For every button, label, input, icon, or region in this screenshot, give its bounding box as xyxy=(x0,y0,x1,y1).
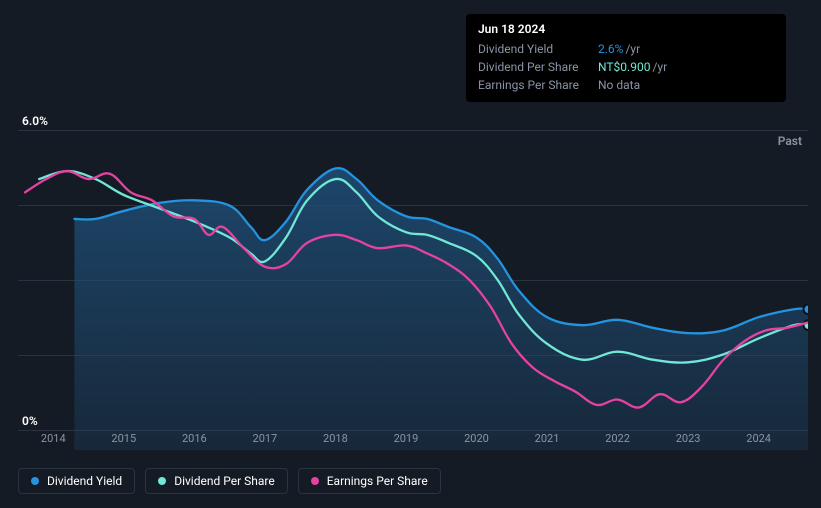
tooltip: Jun 18 2024Dividend Yield2.6%/yrDividend… xyxy=(466,14,786,102)
legend-dot xyxy=(31,477,39,485)
x-axis-tick: 2019 xyxy=(394,432,419,445)
x-axis-tick: 2017 xyxy=(253,432,278,445)
legend-dot xyxy=(311,477,319,485)
y-axis-tick: 0% xyxy=(22,414,38,428)
legend-item[interactable]: Earnings Per Share xyxy=(298,468,441,494)
chart-svg xyxy=(18,110,808,450)
legend-item[interactable]: Dividend Per Share xyxy=(145,468,288,494)
legend-label: Dividend Per Share xyxy=(174,474,275,488)
tooltip-label: Dividend Yield xyxy=(478,42,598,56)
x-axis-tick: 2015 xyxy=(111,432,136,445)
x-axis-tick: 2018 xyxy=(323,432,348,445)
area-fill xyxy=(74,168,808,450)
legend-label: Dividend Yield xyxy=(47,474,122,488)
x-axis-tick: 2021 xyxy=(535,432,560,445)
past-label: Past xyxy=(778,134,802,148)
tooltip-unit: /yr xyxy=(652,60,667,74)
tooltip-row: Earnings Per ShareNo data xyxy=(478,76,774,94)
x-axis-tick: 2020 xyxy=(464,432,489,445)
x-axis-tick: 2024 xyxy=(746,432,771,445)
chart-area: 6.0% 0% Past xyxy=(18,110,808,450)
legend-item[interactable]: Dividend Yield xyxy=(18,468,135,494)
legend-label: Earnings Per Share xyxy=(327,474,428,488)
legend: Dividend Yield Dividend Per Share Earnings… xyxy=(18,468,441,494)
x-axis-tick: 2016 xyxy=(182,432,207,445)
tooltip-value: No data xyxy=(598,78,640,92)
tooltip-label: Dividend Per Share xyxy=(478,60,598,74)
x-axis: 2014 2015 2016 2017 2018 2019 2020 2021 2022 2023… xyxy=(18,432,808,452)
legend-dot xyxy=(158,477,166,485)
tooltip-row: Dividend Yield2.6%/yr xyxy=(478,40,774,58)
x-axis-tick: 2022 xyxy=(605,432,630,445)
tooltip-label: Earnings Per Share xyxy=(478,78,598,92)
y-axis-tick: 6.0% xyxy=(22,114,48,128)
series-end-marker xyxy=(804,304,809,314)
x-axis-tick: 2023 xyxy=(676,432,701,445)
tooltip-value: NT$0.900 xyxy=(598,60,650,74)
tooltip-value: 2.6% xyxy=(598,42,623,56)
tooltip-title: Jun 18 2024 xyxy=(478,22,774,36)
x-axis-tick: 2014 xyxy=(41,432,66,445)
tooltip-row: Dividend Per ShareNT$0.900/yr xyxy=(478,58,774,76)
tooltip-unit: /yr xyxy=(625,42,640,56)
